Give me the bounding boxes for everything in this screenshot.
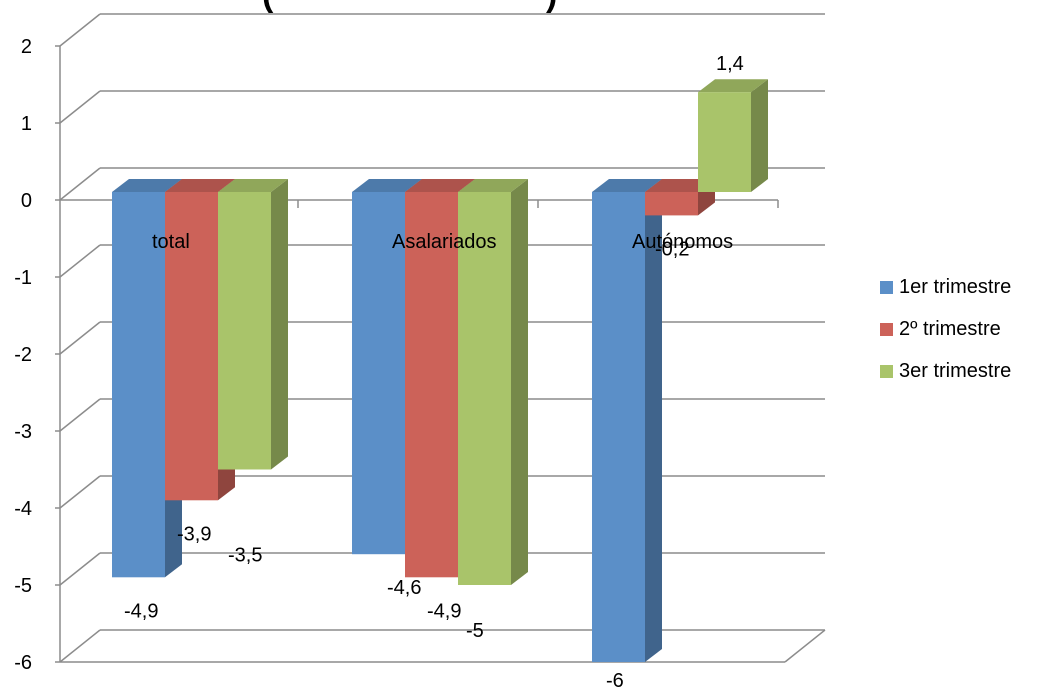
bar-top — [645, 179, 715, 192]
data-label: -5 — [466, 620, 484, 642]
bar-top — [698, 79, 768, 93]
y-tick-label: -2 — [14, 344, 32, 366]
x-category-label: Autónomos — [632, 231, 733, 253]
legend-swatch-series-3 — [880, 364, 893, 378]
title-fragment-left: ( — [262, 0, 273, 15]
legend-swatch-series-2 — [880, 322, 893, 336]
gridline-depth — [59, 167, 101, 201]
data-label: -4,9 — [427, 600, 461, 622]
data-label: 1,4 — [716, 53, 744, 75]
legend-item-series-2: 2º trimestre — [880, 314, 1011, 344]
y-tick-label: -6 — [14, 652, 32, 674]
x-category-label: total — [152, 231, 190, 253]
bar-top — [405, 179, 475, 192]
gridline-depth — [59, 398, 101, 432]
bar — [112, 192, 165, 578]
data-label: -4,9 — [124, 600, 158, 622]
bar — [592, 192, 645, 662]
data-label: -6 — [606, 670, 624, 692]
gridline-depth — [59, 13, 101, 47]
y-tick-label: 0 — [21, 190, 32, 212]
gridline-depth — [59, 475, 101, 509]
legend-label-series-2: 2º trimestre — [899, 317, 1001, 340]
floor-side-edge — [784, 629, 826, 663]
legend: 1er trimestre 2º trimestre 3er trimestre — [880, 272, 1011, 398]
title-fragment-right: ) — [546, 0, 557, 15]
gridline-depth — [59, 90, 101, 124]
legend-label-series-1: 1er trimestre — [899, 275, 1012, 298]
gridline-depth — [59, 629, 101, 663]
data-label: -0,2 — [655, 238, 689, 260]
bar-top — [592, 179, 662, 192]
bar — [218, 192, 271, 470]
bar-top — [218, 179, 288, 192]
bar — [405, 192, 458, 578]
bar-side — [271, 179, 288, 470]
y-tick-label: 1 — [21, 113, 32, 135]
gridline-depth — [59, 244, 101, 278]
y-tick-label: -5 — [14, 575, 32, 597]
bar — [645, 192, 698, 216]
bar — [352, 192, 405, 555]
data-label: -4,6 — [387, 577, 421, 599]
y-tick-label: -4 — [14, 498, 32, 520]
bar-side — [751, 79, 768, 192]
gridline-depth — [59, 552, 101, 586]
bar — [165, 192, 218, 501]
y-tick-label: -1 — [14, 267, 32, 289]
bar-side — [511, 179, 528, 585]
legend-item-series-1: 1er trimestre — [880, 272, 1011, 302]
x-category-label: Asalariados — [392, 231, 497, 253]
bar-side — [645, 179, 662, 662]
bar-top — [112, 179, 182, 192]
y-tick-label: -3 — [14, 421, 32, 443]
data-label: -3,9 — [177, 523, 211, 545]
bar-top — [458, 179, 528, 192]
bar-top — [352, 179, 422, 192]
gridline-depth — [59, 321, 101, 355]
legend-swatch-series-1 — [880, 280, 893, 294]
legend-item-series-3: 3er trimestre — [880, 356, 1011, 386]
data-label: -3,5 — [228, 545, 262, 567]
bar — [698, 92, 751, 192]
bar — [458, 192, 511, 585]
y-tick-label: 2 — [21, 36, 32, 58]
legend-label-series-3: 3er trimestre — [899, 359, 1012, 382]
bar-top — [165, 179, 235, 192]
